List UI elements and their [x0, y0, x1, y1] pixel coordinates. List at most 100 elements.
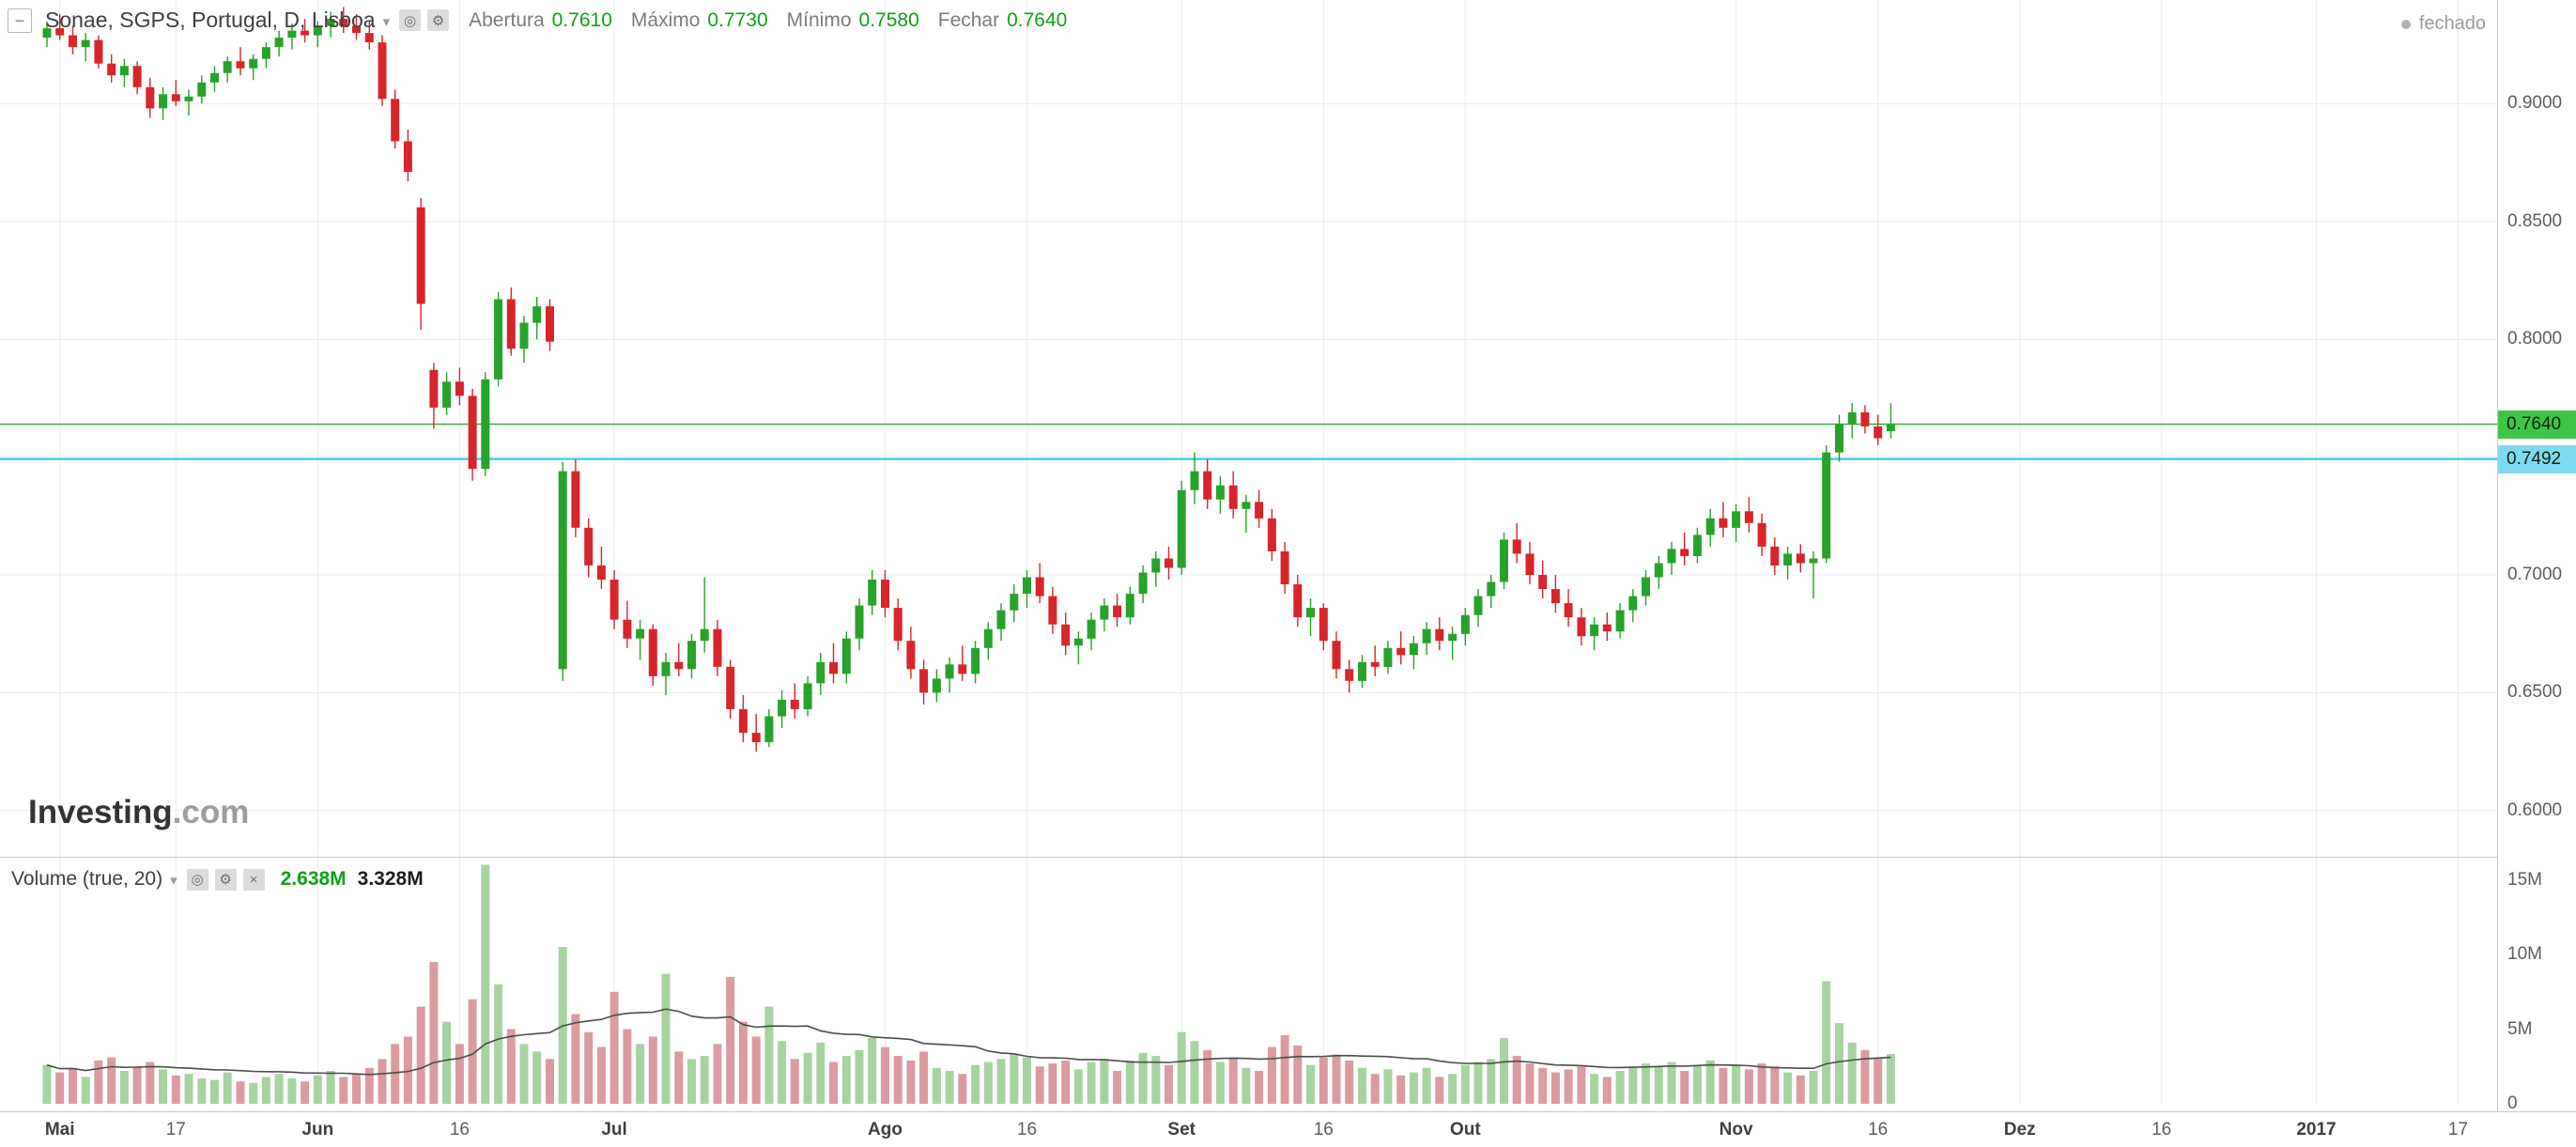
candle-body — [1460, 614, 1470, 634]
candle-body — [481, 379, 490, 470]
candle-body — [700, 628, 709, 642]
hide-series-icon[interactable]: ◎ — [399, 9, 422, 31]
volume-pane[interactable] — [0, 858, 2497, 1112]
candle-body — [1177, 489, 1186, 568]
candle-body — [1822, 452, 1831, 559]
candle-body — [1448, 633, 1458, 642]
candle-body — [1874, 426, 1883, 439]
volume-bar — [313, 1075, 322, 1104]
volume-bar — [1215, 1062, 1225, 1104]
candle-body — [1732, 511, 1741, 528]
candles-layer — [42, 7, 1895, 752]
volume-bar — [455, 1044, 464, 1104]
volume-bar — [674, 1051, 684, 1105]
settings-gear-icon[interactable]: ⚙ — [214, 868, 237, 891]
settings-gear-icon[interactable]: ⚙ — [427, 9, 450, 31]
collapse-pane-button[interactable]: − — [8, 8, 32, 33]
time-axis-label: Mai — [44, 1120, 75, 1139]
volume-bar — [546, 1059, 554, 1104]
candle-body — [429, 369, 439, 408]
volume-bar — [1306, 1064, 1315, 1104]
volume-bar — [1228, 1059, 1238, 1104]
time-axis-label: Jun — [301, 1120, 334, 1139]
volume-bar — [636, 1044, 645, 1104]
volume-bar — [146, 1062, 155, 1104]
candle-body — [107, 63, 116, 76]
volume-bar — [1860, 1049, 1870, 1104]
candle-body — [1886, 424, 1895, 431]
candle-body — [623, 619, 632, 639]
candle-body — [532, 306, 542, 323]
volume-bar — [159, 1069, 168, 1104]
candle-body — [274, 38, 284, 48]
volume-bar — [1319, 1057, 1328, 1104]
volume-axis-label: 5M — [2507, 1018, 2533, 1039]
candle-body — [1809, 558, 1818, 564]
time-axis-label: 17 — [2447, 1120, 2469, 1139]
watermark-suffix: .com — [172, 794, 250, 830]
volume-bar — [1525, 1063, 1535, 1104]
volume-bar — [1087, 1062, 1096, 1104]
candle-body — [159, 94, 168, 109]
time-axis-label: 16 — [1016, 1120, 1038, 1139]
chevron-down-icon[interactable]: ▾ — [382, 13, 391, 30]
symbol-title[interactable]: Sonae, SGPS, Portugal, D, Lisboa — [45, 8, 376, 32]
candle-body — [132, 66, 142, 87]
pane-divider[interactable] — [0, 857, 2576, 858]
volume-bar — [42, 1064, 52, 1104]
volume-bar — [713, 1044, 722, 1104]
candle-body — [609, 580, 619, 620]
volume-bar — [519, 1044, 529, 1104]
time-axis[interactable]: Mai 17 Jun 16 Jul Ago 16 Set 16 Out Nov 16 Dez 16 2017… — [0, 1112, 2576, 1147]
candle-body — [996, 610, 1006, 629]
candle-body — [1847, 411, 1857, 425]
candle-body — [1125, 594, 1134, 618]
volume-bar — [352, 1074, 361, 1104]
volume-bar — [1422, 1067, 1431, 1104]
volume-bar — [971, 1064, 980, 1104]
candle-body — [42, 28, 52, 39]
candle-body — [184, 96, 193, 101]
hide-indicator-icon[interactable]: ◎ — [186, 868, 208, 891]
volume-bar — [1073, 1069, 1083, 1104]
candle-body — [571, 471, 580, 528]
volume-bar — [648, 1036, 657, 1105]
candle-body — [1590, 624, 1599, 637]
candle-body — [868, 580, 877, 606]
volume-bar — [1602, 1077, 1612, 1104]
candle-body — [1203, 471, 1212, 500]
volume-bar — [829, 1062, 838, 1104]
candle-body — [313, 25, 322, 36]
volume-bar — [429, 962, 439, 1105]
candle-body — [210, 72, 219, 83]
volume-bar — [1757, 1063, 1766, 1104]
price-pane[interactable] — [0, 0, 2497, 858]
volume-bar — [1783, 1072, 1793, 1104]
low-value: 0.7580 — [858, 8, 919, 31]
candle-body — [636, 628, 645, 639]
last-price-tag: 0.7640 — [2498, 410, 2576, 439]
candle-body — [751, 733, 761, 743]
candle-body — [1487, 581, 1496, 597]
volume-indicator-label[interactable]: Volume (true, 20) — [11, 868, 163, 890]
candle-body — [1500, 539, 1508, 582]
high-value: 0.7730 — [707, 8, 768, 31]
chevron-down-icon[interactable]: ▾ — [170, 873, 177, 889]
volume-bar — [1642, 1063, 1650, 1104]
close-indicator-icon[interactable]: × — [242, 868, 265, 891]
candle-body — [1267, 518, 1276, 551]
candle-body — [236, 61, 245, 69]
volume-bar — [1383, 1069, 1393, 1104]
candle-body — [1242, 502, 1251, 509]
volume-bar — [1125, 1060, 1134, 1104]
candle-body — [1383, 647, 1393, 667]
grid-layer — [0, 0, 2497, 858]
volume-bar — [94, 1060, 103, 1104]
volume-bar — [584, 1031, 594, 1104]
price-axis[interactable]: 0.9000 0.8500 0.8000 0.7000 0.6500 0.6000 15M 1… — [2497, 0, 2576, 1113]
candle-body — [249, 58, 258, 69]
volume-bar — [1822, 981, 1831, 1104]
candle-body — [1396, 647, 1406, 656]
volume-bar — [1512, 1056, 1521, 1104]
